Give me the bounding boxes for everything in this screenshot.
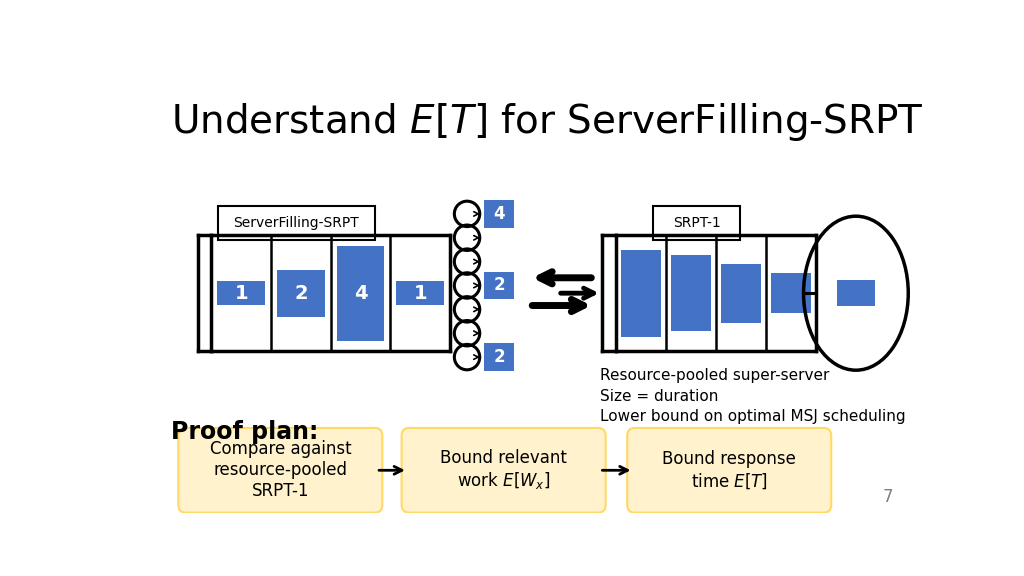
Text: 7: 7: [883, 488, 893, 506]
FancyBboxPatch shape: [217, 281, 265, 305]
Text: 2: 2: [494, 348, 505, 366]
FancyBboxPatch shape: [401, 428, 605, 513]
Text: 1: 1: [414, 284, 427, 303]
Text: Bound relevant
work $E[W_x]$: Bound relevant work $E[W_x]$: [440, 449, 567, 491]
Text: Resource-pooled super-server: Resource-pooled super-server: [600, 368, 829, 383]
FancyBboxPatch shape: [337, 246, 384, 340]
Text: Size = duration: Size = duration: [600, 389, 719, 404]
FancyBboxPatch shape: [628, 428, 831, 513]
FancyBboxPatch shape: [278, 270, 325, 317]
Text: SRPT-1: SRPT-1: [673, 216, 721, 230]
FancyBboxPatch shape: [652, 206, 740, 240]
Text: ServerFilling-SRPT: ServerFilling-SRPT: [233, 216, 359, 230]
Text: Proof plan:: Proof plan:: [171, 420, 318, 444]
Text: Bound response
time $E[T]$: Bound response time $E[T]$: [663, 450, 797, 491]
FancyBboxPatch shape: [771, 273, 811, 313]
Text: 4: 4: [353, 284, 368, 303]
FancyBboxPatch shape: [484, 343, 514, 371]
FancyBboxPatch shape: [178, 428, 382, 513]
Text: 1: 1: [234, 284, 248, 303]
FancyBboxPatch shape: [396, 281, 444, 305]
Text: Lower bound on optimal MSJ scheduling: Lower bound on optimal MSJ scheduling: [600, 410, 906, 425]
Text: Compare against
resource-pooled
SRPT-1: Compare against resource-pooled SRPT-1: [210, 441, 351, 500]
FancyBboxPatch shape: [721, 264, 761, 323]
FancyBboxPatch shape: [217, 206, 375, 240]
Text: Understand $E[T]$ for ServerFilling-SRPT: Understand $E[T]$ for ServerFilling-SRPT: [171, 101, 924, 143]
FancyBboxPatch shape: [484, 272, 514, 300]
FancyBboxPatch shape: [484, 200, 514, 228]
FancyBboxPatch shape: [621, 249, 660, 337]
Text: 2: 2: [494, 276, 505, 294]
FancyBboxPatch shape: [671, 255, 711, 331]
FancyBboxPatch shape: [837, 280, 876, 306]
Text: 4: 4: [494, 205, 505, 223]
Text: 2: 2: [294, 284, 308, 303]
